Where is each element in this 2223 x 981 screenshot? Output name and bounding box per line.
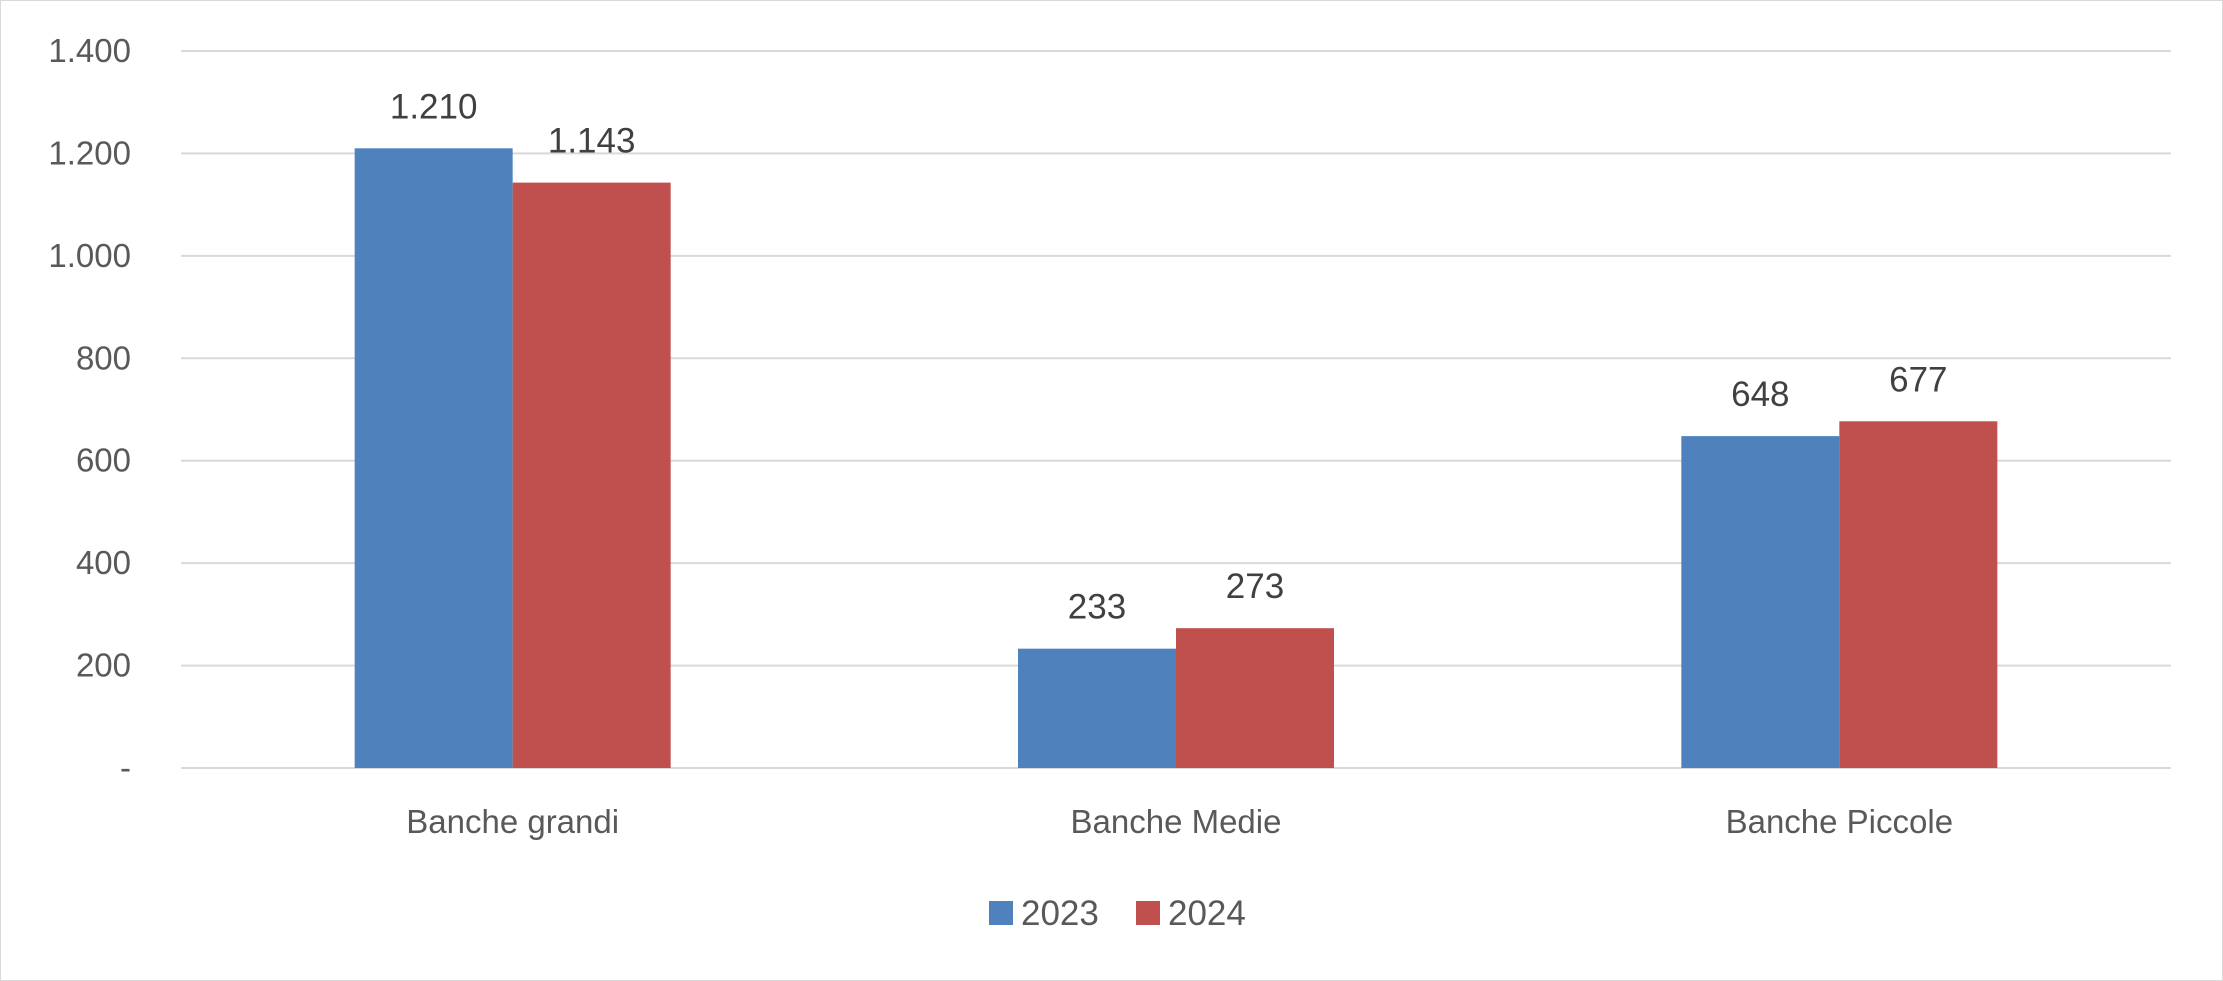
category-label: Banche Piccole <box>1726 803 1953 840</box>
category-label: Banche grandi <box>406 803 619 840</box>
y-tick-label: 200 <box>76 647 131 684</box>
legend-swatch <box>989 901 1013 925</box>
data-labels: 1.210 1.143 233 273 648 677 <box>390 87 1948 626</box>
data-label: 1.210 <box>390 87 478 126</box>
data-label: 1.143 <box>548 122 636 161</box>
legend-label: 2023 <box>1021 894 1099 933</box>
y-axis-tick-labels: - 200 400 600 800 1.000 1.200 1.400 <box>48 32 131 786</box>
bar-2024-1 <box>512 182 671 768</box>
y-tick-label: 1.400 <box>48 32 131 69</box>
y-tick-label: 800 <box>76 339 131 376</box>
y-tick-label: 600 <box>76 442 131 479</box>
y-tick-label: 1.200 <box>48 134 131 171</box>
legend-swatch <box>1136 901 1160 925</box>
legend: 2023 2024 <box>989 894 1246 933</box>
legend-label: 2024 <box>1168 894 1246 933</box>
data-label: 677 <box>1889 360 1947 399</box>
bar-2023-2 <box>1018 648 1176 768</box>
y-tick-label: - <box>120 749 131 786</box>
data-label: 273 <box>1226 567 1284 606</box>
data-label: 233 <box>1068 588 1126 627</box>
bar-2024-3 <box>1839 421 1998 768</box>
x-axis-category-labels: Banche grandi Banche Medie Banche Piccole <box>406 803 1953 840</box>
y-tick-label: 1.000 <box>48 237 131 274</box>
bar-2023-1 <box>354 148 513 769</box>
y-tick-label: 400 <box>76 544 131 581</box>
data-label: 648 <box>1731 375 1789 414</box>
bar-2023-3 <box>1681 436 1840 768</box>
category-label: Banche Medie <box>1071 803 1282 840</box>
bars <box>354 148 1998 769</box>
bar-2024-2 <box>1176 628 1334 768</box>
